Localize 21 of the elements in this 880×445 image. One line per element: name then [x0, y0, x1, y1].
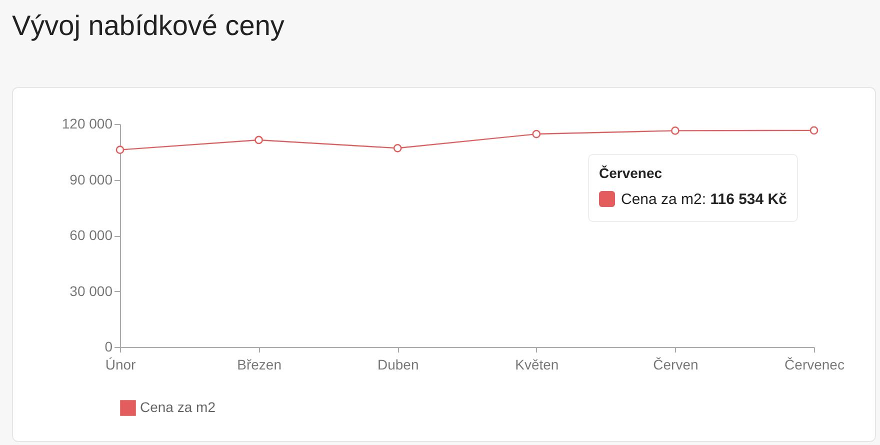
- point: [532, 130, 541, 138]
- y-tick-label: 120 000: [62, 116, 113, 132]
- chart-title: Vývoj nabídkové ceny: [12, 10, 284, 42]
- x-tick-label: Duben: [377, 356, 419, 372]
- annotation: Cena za m2: 116 534 Kč: [620, 191, 787, 208]
- x-tick-label: Květen: [515, 356, 559, 372]
- y-tick-label: 30 000: [70, 282, 113, 299]
- point: [254, 136, 263, 144]
- y-tick-label: 0: [104, 338, 113, 354]
- point: [116, 146, 124, 154]
- annotation: Červenec: [599, 165, 664, 181]
- x-tick-label: Červenec: [784, 356, 844, 372]
- x-tick-label: Červen: [653, 356, 698, 372]
- x-tick-label: Březen: [237, 356, 282, 372]
- y-tick-label: 60 000: [70, 227, 113, 243]
- y-tick-label: 90 000: [70, 171, 113, 188]
- x-tick-label: Únor: [105, 356, 136, 372]
- point: [671, 126, 680, 135]
- point: [393, 144, 402, 152]
- point: [810, 126, 818, 135]
- legend-label: Cena za m2: [140, 399, 216, 415]
